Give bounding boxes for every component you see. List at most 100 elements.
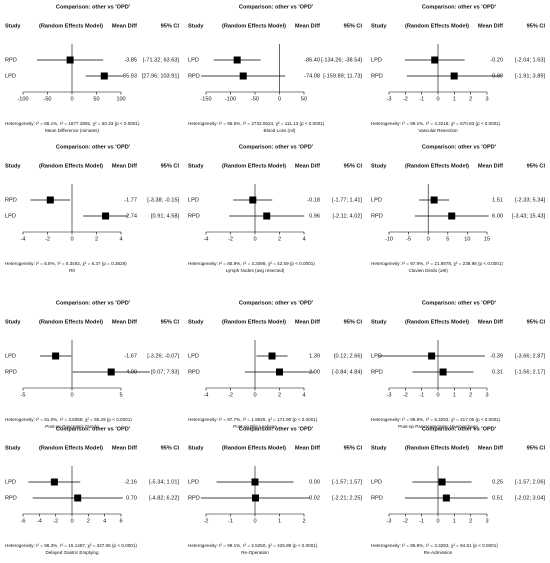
ci-label: [-1.77; 1.41] bbox=[332, 197, 362, 203]
heterogeneity: Heterogeneity: I² = 97.7%, τ² = 1.9925, … bbox=[188, 417, 318, 422]
heterogeneity: Heterogeneity: I² = 95.5%, τ² = 2733.062… bbox=[188, 121, 325, 126]
forest-panel: Comparison: other vs 'OPD' Study (Random E… bbox=[371, 144, 545, 273]
column-header: Mean Diff bbox=[112, 319, 137, 325]
mean-diff-label: -2.16 bbox=[124, 479, 137, 485]
mean-diff-label: -1.67 bbox=[124, 353, 137, 359]
column-header: (Random Effects Model) bbox=[405, 445, 469, 451]
column-header: Mean Diff bbox=[112, 163, 137, 169]
x-tick-label: -1 bbox=[419, 518, 424, 524]
x-tick-label: -150 bbox=[200, 96, 211, 102]
x-tick-label: -4 bbox=[204, 392, 209, 398]
study-label: LPD bbox=[5, 353, 16, 359]
x-tick-label: -4 bbox=[204, 236, 209, 242]
x-tick-label: -2 bbox=[228, 236, 233, 242]
column-header: Mean Diff bbox=[295, 163, 320, 169]
mean-diff-label: 0.96 bbox=[309, 213, 320, 219]
ci-label: [-4.82; 6.22] bbox=[149, 495, 179, 501]
mean-diff-label: 0.02 bbox=[309, 495, 320, 501]
study-label: LPD bbox=[188, 479, 199, 485]
mean-diff-label: 1.51 bbox=[492, 197, 503, 203]
x-axis-label: Re-Admission bbox=[424, 550, 453, 555]
column-header: 95% CI bbox=[161, 445, 180, 451]
study-label: RPD bbox=[371, 369, 383, 375]
column-header: (Random Effects Model) bbox=[39, 445, 103, 451]
effect-square bbox=[102, 212, 110, 220]
x-axis-label: R0 bbox=[69, 268, 75, 273]
x-axis-label: Vascular Resection bbox=[418, 128, 458, 133]
x-tick-label: 4 bbox=[302, 236, 305, 242]
column-header: (Random Effects Model) bbox=[405, 23, 469, 29]
heterogeneity: Heterogeneity: I² = 85.9%, τ² = 3.2098, … bbox=[188, 261, 315, 266]
x-tick-label: -2 bbox=[228, 392, 233, 398]
panel-title: Comparison: other vs 'OPD' bbox=[239, 300, 314, 306]
x-axis-label: Post-op Pancreatic Fistula bbox=[45, 424, 99, 429]
x-tick-label: 0 bbox=[278, 96, 281, 102]
effect-square bbox=[233, 56, 241, 64]
panel-title: Comparison: other vs 'OPD' bbox=[422, 426, 497, 432]
x-axis-label: Post-op Bile Leakage bbox=[233, 424, 277, 429]
column-header: 95% CI bbox=[344, 163, 363, 169]
x-tick-label: 50 bbox=[93, 96, 99, 102]
x-tick-label: -5 bbox=[21, 392, 26, 398]
x-tick-label: 4 bbox=[302, 392, 305, 398]
effect-square bbox=[450, 72, 458, 80]
study-label: LPD bbox=[5, 73, 16, 79]
effect-square bbox=[263, 212, 271, 220]
ci-label: [-0.84; 4.84] bbox=[332, 369, 362, 375]
heterogeneity: Heterogeneity: I² = 88.1%, τ² = 1877.289… bbox=[5, 121, 140, 126]
study-label: LPD bbox=[5, 479, 16, 485]
effect-square bbox=[100, 72, 108, 80]
study-label: LPD bbox=[5, 213, 16, 219]
effect-square bbox=[276, 368, 283, 376]
forest-panel: Comparison: other vs 'OPD' Study (Random E… bbox=[371, 300, 545, 429]
effect-square bbox=[52, 352, 60, 360]
x-tick-label: 0 bbox=[70, 518, 73, 524]
mean-diff-label: 0.70 bbox=[126, 495, 137, 501]
column-header: Study bbox=[5, 163, 21, 169]
x-tick-label: 2 bbox=[95, 236, 98, 242]
x-tick-label: 2 bbox=[302, 518, 305, 524]
study-label: RPD bbox=[188, 213, 200, 219]
mean-diff-label: -1.77 bbox=[124, 197, 137, 203]
mean-diff-label: 0.31 bbox=[492, 369, 503, 375]
study-label: RPD bbox=[5, 369, 17, 375]
ci-label: [-3.38; -0.15] bbox=[147, 197, 179, 203]
column-header: (Random Effects Model) bbox=[39, 319, 103, 325]
column-header: Mean Diff bbox=[112, 23, 137, 29]
mean-diff-label: -86.40 bbox=[304, 57, 320, 63]
x-tick-label: 0 bbox=[436, 518, 439, 524]
ci-label: [0.12; 2.66] bbox=[334, 353, 362, 359]
mean-diff-label: 65.93 bbox=[123, 73, 137, 79]
column-header: (Random Effects Model) bbox=[222, 319, 286, 325]
column-header: (Random Effects Model) bbox=[405, 319, 469, 325]
column-header: (Random Effects Model) bbox=[222, 163, 286, 169]
x-tick-label: 2 bbox=[469, 96, 472, 102]
mean-diff-label: 0.25 bbox=[492, 479, 503, 485]
effect-square bbox=[431, 56, 439, 64]
x-tick-label: 4 bbox=[119, 236, 122, 242]
mean-diff-label: 0.51 bbox=[492, 495, 503, 501]
x-tick-label: -2 bbox=[204, 518, 209, 524]
column-header: Mean Diff bbox=[295, 319, 320, 325]
heterogeneity: Heterogeneity: I² = 98.6%, τ² = 5.3293, … bbox=[371, 417, 501, 422]
mean-diff-label: 0.00 bbox=[309, 479, 320, 485]
x-tick-label: -100 bbox=[225, 96, 236, 102]
x-tick-label: 5 bbox=[446, 236, 449, 242]
mean-diff-label: 6.00 bbox=[492, 213, 503, 219]
x-tick-label: 0 bbox=[70, 96, 73, 102]
effect-square bbox=[442, 494, 450, 502]
x-tick-label: -2 bbox=[403, 518, 408, 524]
column-header: 95% CI bbox=[527, 23, 546, 29]
x-tick-label: 1 bbox=[453, 392, 456, 398]
x-tick-label: -10 bbox=[385, 236, 393, 242]
heterogeneity: Heterogeneity: I² = 98.3%, τ² = 15.1487,… bbox=[5, 543, 137, 548]
mean-diff-label: 2.74 bbox=[126, 213, 137, 219]
effect-square bbox=[268, 352, 276, 360]
column-header: Study bbox=[188, 319, 204, 325]
ci-label: [-2.04; 1.63] bbox=[515, 57, 545, 63]
ci-label: [-3.43; 15.43] bbox=[512, 213, 545, 219]
x-tick-label: -50 bbox=[43, 96, 51, 102]
column-header: Mean Diff bbox=[478, 163, 503, 169]
x-tick-label: 1 bbox=[453, 96, 456, 102]
forest-panel: Comparison: other vs 'OPD' Study (Random E… bbox=[188, 144, 362, 273]
